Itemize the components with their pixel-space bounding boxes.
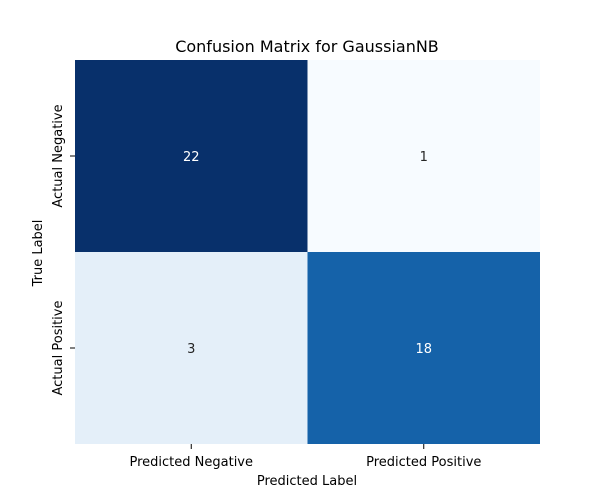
cell-value-r0-c0: 22 xyxy=(183,150,200,165)
y-tick-label-0: Actual Negative xyxy=(51,104,66,207)
x-tick-label-0: Predicted Negative xyxy=(130,455,254,470)
heatmap-cell-r0-c0 xyxy=(75,60,308,252)
y-axis-label: True Label xyxy=(31,220,46,288)
heatmap-cell-values: 22 1 3 18 xyxy=(183,150,432,357)
chart-title: Confusion Matrix for GaussianNB xyxy=(175,37,439,56)
cell-value-r1-c1: 18 xyxy=(415,342,432,357)
x-tick-label-1: Predicted Positive xyxy=(366,455,481,470)
y-tick-label-1: Actual Positive xyxy=(51,301,66,396)
y-axis-ticks: Actual Negative Actual Positive xyxy=(51,104,75,395)
heatmap-cell-r1-c1 xyxy=(307,252,540,444)
cell-value-r0-c1: 1 xyxy=(420,150,428,165)
x-axis-label: Predicted Label xyxy=(257,474,357,489)
heatmap-cell-r1-c0 xyxy=(75,252,308,444)
x-axis-ticks: Predicted Negative Predicted Positive xyxy=(130,444,481,470)
heatmap-cells xyxy=(75,60,540,444)
cell-value-r1-c0: 3 xyxy=(187,342,195,357)
heatmap-cell-r0-c1 xyxy=(307,60,540,252)
